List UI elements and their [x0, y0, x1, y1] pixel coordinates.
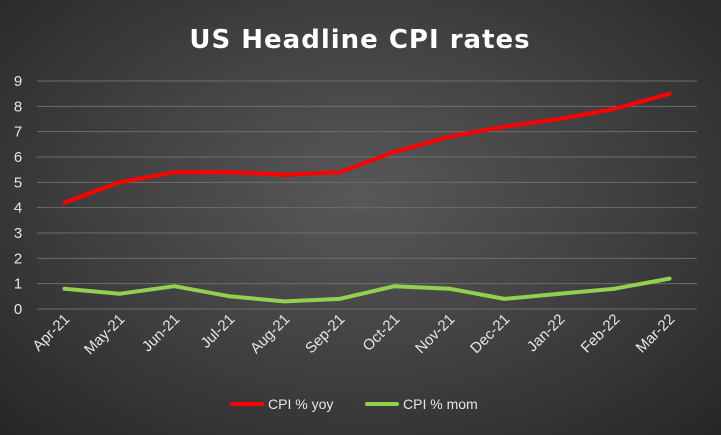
data-point	[62, 286, 67, 291]
data-point	[557, 291, 562, 296]
data-point	[282, 299, 287, 304]
gridlines	[37, 80, 697, 310]
y-tick-label: 5	[14, 174, 22, 191]
data-point	[117, 291, 122, 296]
x-tick-label: May-21	[81, 311, 128, 358]
series-line-0	[62, 91, 672, 205]
legend-label: CPI % mom	[403, 396, 478, 412]
data-point	[392, 284, 397, 289]
data-point	[502, 124, 507, 129]
x-tick-label: Oct-21	[359, 311, 403, 355]
y-tick-label: 4	[14, 200, 22, 217]
series-lines	[62, 91, 672, 304]
x-axis-ticks: Apr-21 May-21 Jun-21 Jul-21 Aug-21 Sep-21 Oct-…	[29, 311, 678, 358]
data-point	[667, 91, 672, 96]
data-point	[337, 170, 342, 175]
data-point	[172, 284, 177, 289]
y-tick-label: 8	[14, 98, 22, 115]
data-point	[612, 286, 617, 291]
x-tick-label: Sep-21	[302, 311, 348, 357]
x-tick-label: Dec-21	[467, 311, 513, 357]
data-point	[667, 276, 672, 281]
data-point	[172, 170, 177, 175]
y-tick-label: 7	[14, 124, 22, 141]
x-tick-label: Jun-21	[139, 311, 183, 355]
data-point	[612, 106, 617, 111]
legend-label: CPI % yoy	[268, 396, 333, 412]
y-tick-label: 6	[14, 149, 22, 166]
chart-title: US Headline CPI rates	[189, 25, 530, 55]
y-tick-label: 3	[14, 225, 22, 242]
data-point	[62, 200, 67, 205]
x-tick-label: Mar-22	[633, 311, 679, 357]
x-tick-label: Jan-22	[524, 311, 568, 355]
data-point	[447, 134, 452, 139]
data-point	[447, 286, 452, 291]
data-point	[557, 117, 562, 121]
data-point	[117, 180, 122, 185]
y-tick-label: 1	[14, 276, 22, 293]
series-line-1	[62, 276, 672, 304]
x-tick-label: Nov-21	[412, 311, 458, 357]
x-tick-label: Jul-21	[197, 311, 238, 352]
y-tick-label: 0	[14, 301, 22, 318]
y-tick-label: 2	[14, 250, 22, 267]
x-tick-label: Feb-22	[578, 311, 624, 357]
data-point	[282, 172, 287, 177]
data-point	[227, 170, 232, 175]
x-tick-label: Aug-21	[247, 311, 293, 357]
data-point	[227, 294, 232, 299]
data-point	[337, 296, 342, 301]
y-axis-ticks: 0 1 2 3 4 5 6 7 8 9	[14, 73, 22, 318]
x-tick-label: Apr-21	[29, 311, 73, 355]
data-point	[392, 149, 397, 154]
data-point	[502, 296, 507, 301]
legend: CPI % yoy CPI % mom	[230, 396, 478, 412]
y-tick-label: 9	[14, 73, 22, 90]
